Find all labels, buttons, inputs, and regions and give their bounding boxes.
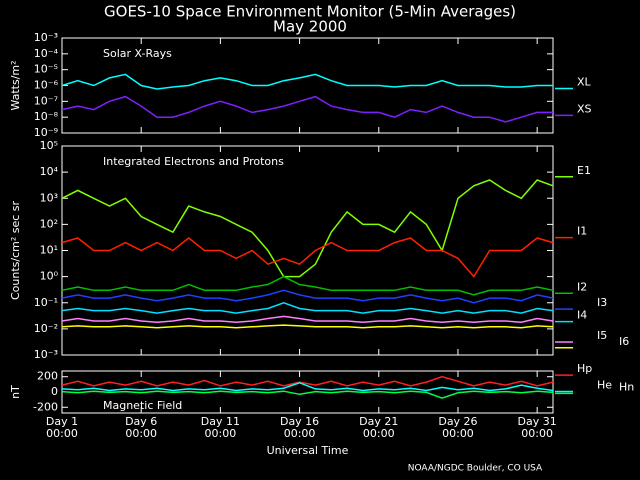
y-tick-label: 10⁴ — [40, 165, 59, 178]
y-tick-label: 10⁻² — [34, 322, 58, 335]
y-tick-label: 10⁻³ — [34, 348, 58, 361]
y-tick-label: 10⁻⁴ — [34, 47, 59, 60]
y-axis-label: nT — [9, 385, 22, 399]
y-tick-label: 10⁻⁹ — [34, 126, 58, 139]
legend-label: XL — [577, 76, 592, 89]
legend-label: Hn — [619, 380, 634, 393]
footer: NOAA/NGDC Boulder, CO USA — [408, 464, 543, 474]
y-tick-label: 0 — [51, 385, 58, 398]
x-tick-sublabel: 00:00 — [363, 427, 395, 440]
y-tick-label: 10⁻⁸ — [34, 110, 59, 123]
x-tick-sublabel: 00:00 — [125, 427, 157, 440]
legend-label: I5 — [597, 329, 607, 342]
x-tick-sublabel: 00:00 — [205, 427, 237, 440]
y-tick-label: 10⁻⁵ — [34, 63, 58, 76]
y-tick-label: 10⁻⁷ — [34, 94, 58, 107]
chart-title: GOES-10 Space Environment Monitor (5-Min… — [104, 3, 516, 21]
series-line — [61, 390, 554, 399]
legend-label: I6 — [619, 335, 629, 348]
y-axis-label: Counts/cm² sec sr — [9, 200, 22, 300]
series-line — [61, 179, 554, 278]
x-tick-sublabel: 00:00 — [521, 427, 553, 440]
series-line — [61, 315, 554, 323]
y-axis-label: Watts/m² — [9, 60, 22, 110]
x-tick-sublabel: 00:00 — [284, 427, 316, 440]
y-tick-label: 10¹ — [40, 244, 58, 257]
series-line — [61, 382, 554, 392]
x-tick-label: Day 21 — [359, 415, 398, 428]
series-line — [61, 275, 554, 296]
legend-label: E1 — [577, 164, 591, 177]
series-line — [61, 324, 554, 329]
x-tick-label: Day 16 — [280, 415, 319, 428]
series-line — [61, 237, 554, 278]
x-tick-label: Day 1 — [46, 415, 78, 428]
x-tick-sublabel: 00:00 — [46, 427, 78, 440]
series-line — [61, 73, 553, 90]
legend-label: XS — [577, 102, 592, 115]
series-line — [61, 302, 554, 314]
chart-subtitle: May 2000 — [273, 18, 347, 36]
y-tick-label: 10⁻³ — [34, 31, 58, 44]
legend-label: I2 — [577, 280, 587, 293]
series-line — [61, 95, 553, 123]
x-tick-label: Day 31 — [518, 415, 557, 428]
panel-title: Magnetic Field — [103, 399, 182, 412]
x-tick-label: Day 6 — [125, 415, 157, 428]
y-tick-label: -200 — [33, 400, 58, 413]
legend-label: He — [597, 378, 612, 391]
legend-label: I1 — [577, 225, 587, 238]
legend-label: I4 — [577, 309, 587, 322]
y-tick-label: 200 — [37, 370, 58, 383]
panel-title: Solar X-Rays — [103, 47, 172, 60]
legend-label: Hp — [577, 362, 592, 375]
x-axis-label: Universal Time — [267, 444, 349, 457]
x-tick-sublabel: 00:00 — [442, 427, 474, 440]
x-tick-label: Day 11 — [201, 415, 240, 428]
panel-title: Integrated Electrons and Protons — [103, 155, 284, 168]
series-line — [61, 289, 554, 304]
series-line — [61, 375, 554, 387]
x-tick-label: Day 26 — [438, 415, 477, 428]
y-tick-label: 10⁰ — [40, 270, 59, 283]
y-tick-label: 10² — [40, 217, 58, 230]
legend-label: I3 — [597, 296, 607, 309]
y-tick-label: 10⁵ — [40, 139, 58, 152]
y-tick-label: 10³ — [40, 191, 58, 204]
y-tick-label: 10⁻⁶ — [34, 79, 59, 92]
y-tick-label: 10⁻¹ — [34, 296, 58, 309]
